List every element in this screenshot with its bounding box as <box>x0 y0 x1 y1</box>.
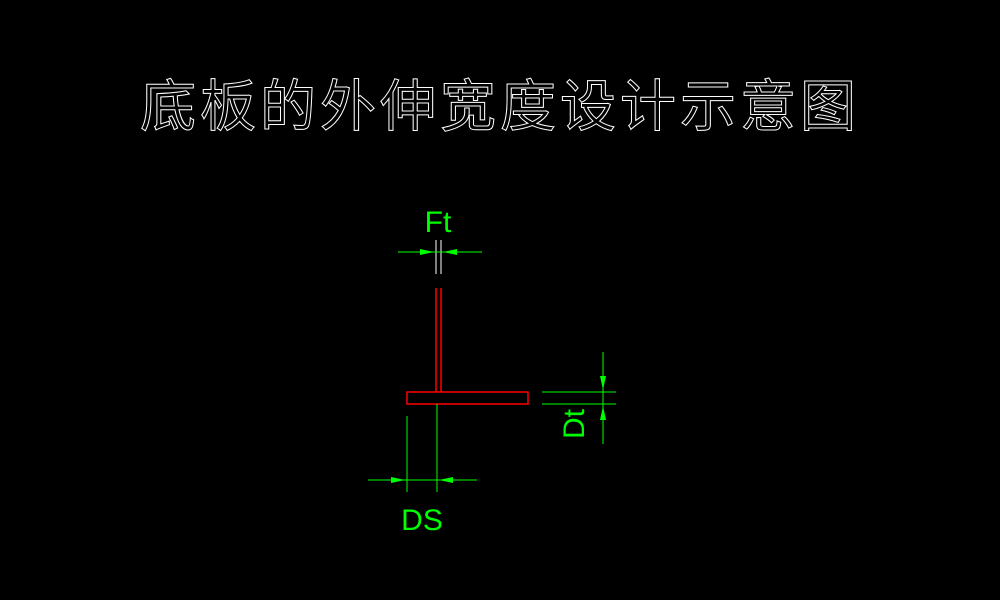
dt-dimension: Dt <box>542 352 616 444</box>
ds-dimension: DS <box>368 404 477 537</box>
ft-label: Ft <box>425 206 452 239</box>
ft-dimension: Ft <box>398 206 482 274</box>
dt-label: Dt <box>558 408 591 439</box>
diagram-title: 底板的外伸宽度设计示意图 <box>140 75 860 141</box>
ds-label: DS <box>401 504 443 537</box>
web-plate <box>435 288 442 392</box>
base-plate <box>406 391 529 405</box>
